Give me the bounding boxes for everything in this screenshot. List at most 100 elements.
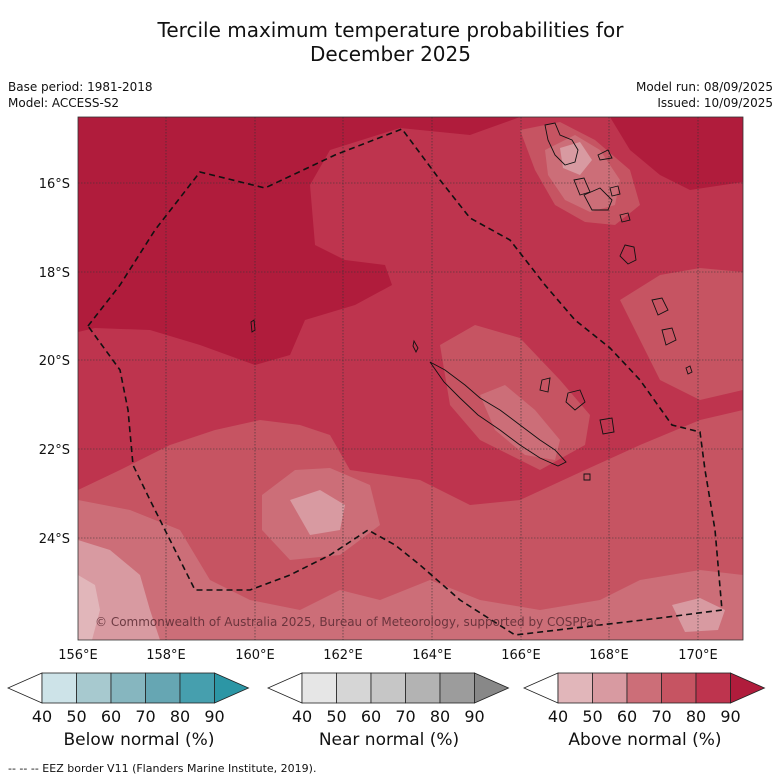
chart-title: Tercile maximum temperature probabilitie… [0,18,781,66]
colorbar-extend-low [7,672,43,704]
lat-label: 24°S [39,532,70,547]
copyright-text: © Commonwealth of Australia 2025, Bureau… [95,615,600,629]
colorbar-segment [76,672,112,704]
band-above-70-east [620,268,743,400]
colorbar-segment [661,672,697,704]
colorbar-extend-low [267,672,303,704]
colorbar-tick-label: 50 [326,707,346,726]
colorbar-extend-low [523,672,559,704]
band-above-50-east [672,598,725,632]
lat-axis-labels: 16°S 18°S 20°S 22°S 24°S [39,177,70,547]
colorbar-tick-label: 60 [361,707,381,726]
lon-label: 170°E [678,648,718,663]
colorbar-tick-label: 40 [548,707,568,726]
colorbar-label-above: Above normal (%) [568,730,722,750]
colorbar-tick-label: 70 [651,707,671,726]
efate-area [583,187,613,211]
coastlines [250,122,693,481]
lat-label: 18°S [39,266,70,281]
colorbar-tick-label: 80 [686,707,706,726]
lat-label: 16°S [39,177,70,192]
lon-label: 160°E [235,648,275,663]
colorbar-extend-high [730,672,766,704]
shepherd-island [619,212,631,223]
colorbar-segment [110,672,146,704]
colorbar-below-normal: 40 50 60 70 80 90 [7,672,250,726]
lat-label: 22°S [39,443,70,458]
issued-date: Issued: 10/09/2025 [657,96,773,110]
probability-field [78,117,743,640]
lat-label: 20°S [39,354,70,369]
band-above-40-southwest [78,575,100,640]
colorbar-segment [592,672,628,704]
epi-island [609,185,621,197]
colorbar-tick-label: 70 [135,707,155,726]
band-above-50-patch [290,490,345,535]
lon-label: 162°E [323,648,363,663]
band-above-60-newcaledonia [480,385,560,460]
lon-label: 168°E [589,648,629,663]
band-above-70-center [78,410,743,640]
lon-axis-labels: 156°E 158°E 160°E 162°E 164°E 166°E 168°… [58,648,718,663]
lon-label: 164°E [412,648,452,663]
colorbar-tick-label: 80 [430,707,450,726]
colorbar-segment [405,672,441,704]
title-line-2: December 2025 [310,42,471,66]
title-line-1: Tercile maximum temperature probabilitie… [157,18,624,42]
colorbar-label-below: Below normal (%) [63,730,215,750]
colorbar-above-normal: 40 50 60 70 80 90 [523,672,766,726]
colorbar-segment [439,672,475,704]
band-above-60-south [78,500,743,640]
colorbar-tick-label: 60 [101,707,121,726]
colorbar-tick-label: 60 [617,707,637,726]
colorbar-extend-high [214,672,250,704]
colorbar-tick-label: 50 [582,707,602,726]
band-above-90-northwest [78,117,520,365]
erromango [619,244,637,265]
colorbar-tick-label: 40 [292,707,312,726]
base-period: Base period: 1981-2018 [8,80,153,94]
loyalty-island-3 [599,417,615,435]
model-name: Model: ACCESS-S2 [8,96,120,110]
model-run: Model run: 08/09/2025 [635,80,773,94]
colorbar-tick-label: 90 [204,707,224,726]
lon-label: 158°E [146,648,186,663]
run-info: Model run: 08/09/2025 Issued: 10/09/2025 [636,79,773,111]
isle-of-pines [583,473,591,481]
band-above-90-northeast [610,117,743,190]
colorbar-tick-label: 50 [66,707,86,726]
colorbar-segment [145,672,181,704]
colorbar-tick-label: 90 [464,707,484,726]
colorbar-label-near: Near normal (%) [318,730,460,750]
colorbar-segment [336,672,372,704]
chesterfield-islet [250,319,256,333]
espiritu-santo [544,122,579,166]
colorbar-segment [626,672,662,704]
southern-islet [685,365,693,375]
colorbar-near-normal: 40 50 60 70 80 90 [267,672,510,726]
eez-legend-note: -- -- -- EEZ border V11 (Flanders Marine… [8,762,317,775]
eez-border [86,128,723,636]
colorbar-segment [41,672,77,704]
new-caledonia-island [429,361,567,467]
colorbar-extend-high [474,672,510,704]
colorbar-segment [557,672,593,704]
colorbar-tick-label: 80 [170,707,190,726]
lon-label: 166°E [501,648,541,663]
belep-islands [412,339,419,354]
colorbar-segment [179,672,215,704]
gridlines [78,117,743,640]
maewo-pentecost [597,149,613,161]
tanna [651,297,669,316]
colorbar-tick-label: 40 [32,707,52,726]
colorbar-segment [301,672,337,704]
colorbar-tick-label: 90 [720,707,740,726]
colorbar-segment [370,672,406,704]
colorbar-segment [695,672,731,704]
colorbar-tick-label: 70 [395,707,415,726]
map-frame [77,116,744,641]
aneityum [661,327,677,346]
loyalty-island-2 [565,389,586,411]
lon-label: 156°E [58,648,98,663]
